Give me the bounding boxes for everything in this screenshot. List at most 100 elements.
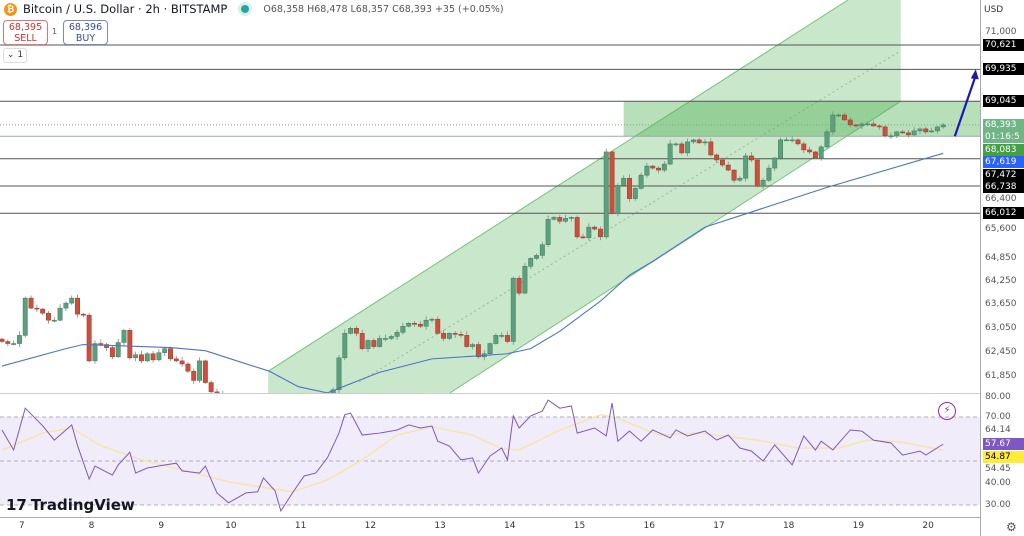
candle-up xyxy=(308,406,312,411)
candle-up xyxy=(737,177,743,181)
price-tick: 63,650 xyxy=(985,299,1017,310)
price-tick: 66,400 xyxy=(985,193,1017,204)
candle-down xyxy=(173,358,179,362)
candle-down xyxy=(574,217,580,238)
candle-down xyxy=(221,395,225,400)
candle-up xyxy=(667,143,673,165)
candle-up xyxy=(818,146,824,159)
price-tick: 63,050 xyxy=(985,322,1017,333)
sell-button[interactable]: 68,395 SELL xyxy=(3,20,48,45)
candle-up xyxy=(197,360,202,381)
gear-icon[interactable]: ⚙ xyxy=(1006,520,1017,534)
price-tick: 62,450 xyxy=(985,346,1017,357)
candle-up xyxy=(144,353,150,362)
candle-up xyxy=(615,185,621,214)
axis-label: 69,935 xyxy=(983,63,1024,76)
buy-label: BUY xyxy=(75,33,96,44)
candle-up xyxy=(859,123,865,127)
price-pane xyxy=(0,0,980,411)
candle-down xyxy=(202,360,208,383)
candle-down xyxy=(842,114,847,121)
axis-label: 68,083 xyxy=(983,143,1024,156)
price-axis[interactable]: 71,000 66,400 65,600 64,850 64,250 63,650 63,0… xyxy=(980,0,1024,536)
time-tick: 20 xyxy=(922,521,934,531)
candle-down xyxy=(876,125,882,128)
order-quantity: 1 xyxy=(52,27,58,36)
lightning-icon[interactable]: ⚡ xyxy=(938,402,956,420)
candle-down xyxy=(28,297,34,309)
time-tick: 13 xyxy=(434,521,446,531)
candle-down xyxy=(214,391,220,393)
tradingview-logo: 𝟭𝟳 TradingView xyxy=(6,496,135,514)
candle-up xyxy=(568,217,574,219)
currency-label[interactable]: USD xyxy=(984,5,1004,15)
axis-label: 67,472 xyxy=(983,168,1024,181)
axis-label: 68,393 xyxy=(983,118,1024,131)
candle-down xyxy=(795,139,801,145)
candle-down xyxy=(412,322,417,325)
candle-up xyxy=(824,131,830,148)
symbol-title[interactable]: Bitcoin / U.S. Dollar · 2h · BITSTAMP xyxy=(23,2,228,16)
candle-up xyxy=(133,354,139,359)
moving-average-line xyxy=(1,152,944,393)
candle-down xyxy=(853,124,859,127)
arrow-head-icon xyxy=(970,69,979,80)
candle-down xyxy=(46,312,51,321)
candle-up xyxy=(388,336,394,339)
candle-down xyxy=(597,228,603,238)
candle-up xyxy=(934,126,940,132)
candle-up xyxy=(534,255,539,259)
time-tick: 16 xyxy=(643,521,655,531)
candle-up xyxy=(470,344,476,347)
candle-up xyxy=(377,338,383,347)
candle-up xyxy=(348,328,354,334)
candle-down xyxy=(696,139,702,144)
time-tick: 11 xyxy=(294,521,307,531)
candle-up xyxy=(121,330,127,343)
candle-up xyxy=(69,297,75,304)
candle-down xyxy=(417,323,423,327)
candle-up xyxy=(551,217,557,220)
candle-up xyxy=(894,131,900,137)
candle-down xyxy=(458,334,464,336)
candle-down xyxy=(104,344,110,348)
candle-down xyxy=(75,297,80,315)
candle-up xyxy=(702,141,708,144)
candle-down xyxy=(557,217,563,222)
candle-up xyxy=(383,338,388,340)
candle-up xyxy=(789,139,795,142)
candle-down xyxy=(464,335,470,347)
candle-down xyxy=(923,128,929,133)
candle-up xyxy=(493,335,499,344)
candle-up xyxy=(63,302,69,309)
axis-label: 64.14 xyxy=(985,424,1011,435)
candle-down xyxy=(86,314,92,362)
axis-label: 40.00 xyxy=(985,478,1011,488)
candle-up xyxy=(330,389,336,393)
axis-label: 30.00 xyxy=(985,500,1011,510)
ohlc-readout: O68,358 H68,478 L68,357 C68,393 +35 (+0.… xyxy=(263,3,504,15)
price-chart[interactable] xyxy=(0,0,980,536)
candle-down xyxy=(208,382,214,393)
candle-up xyxy=(888,135,894,138)
buy-price: 68,396 xyxy=(68,22,103,33)
rsi-ma-line xyxy=(1,414,944,493)
candle-up xyxy=(16,335,22,344)
candle-down xyxy=(871,123,876,127)
candle-down xyxy=(580,236,586,239)
candle-up xyxy=(545,219,551,245)
collapse-indicators-button[interactable]: ⌄ 1 xyxy=(3,48,27,63)
arrow-line xyxy=(953,74,977,137)
candle-down xyxy=(900,131,905,134)
candle-down xyxy=(435,318,441,334)
time-tick: 9 xyxy=(158,521,165,531)
candle-up xyxy=(156,352,162,361)
candle-up xyxy=(760,179,766,187)
time-tick: 8 xyxy=(88,521,95,531)
sell-price: 68,395 xyxy=(8,22,43,33)
candle-up xyxy=(638,174,644,189)
candle-up xyxy=(319,400,323,403)
candle-down xyxy=(353,328,359,334)
candle-up xyxy=(11,343,17,345)
buy-button[interactable]: 68,396 BUY xyxy=(63,20,108,45)
